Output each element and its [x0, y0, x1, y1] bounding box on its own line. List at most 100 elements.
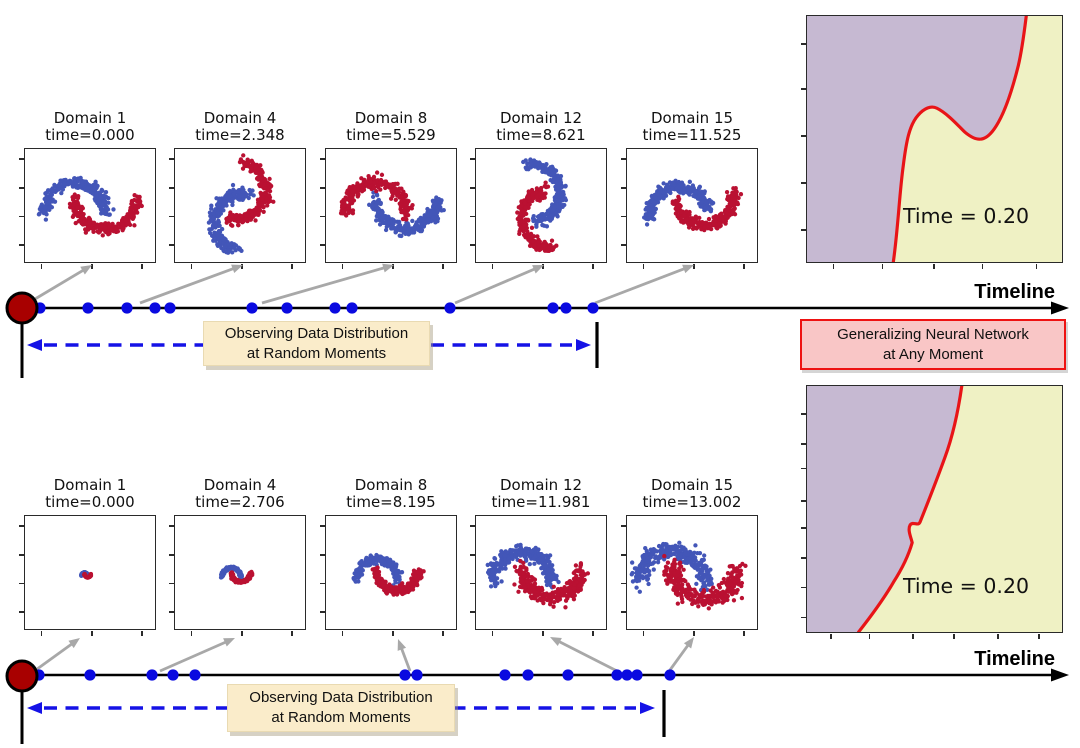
timeline-dot	[547, 302, 559, 314]
domain-label: Domain 8	[354, 476, 428, 494]
axis-tick	[190, 630, 193, 636]
timeline-top	[5, 263, 1069, 378]
axis-tick	[241, 630, 243, 636]
panel-pointer-arrow	[29, 265, 90, 304]
axis-tick	[319, 553, 325, 556]
axis-tick	[620, 215, 626, 218]
panel-pointer-arrow	[552, 637, 618, 673]
axis-tick	[800, 527, 806, 529]
axis-tick	[190, 263, 193, 269]
axis-tick	[168, 611, 174, 614]
timeline-dot	[164, 302, 176, 314]
axis-tick	[40, 263, 43, 269]
axis-tick	[693, 630, 695, 636]
panel-pointer-arrowhead	[80, 265, 92, 275]
axis-tick	[319, 582, 325, 585]
class-region-purple	[807, 386, 962, 632]
domain-label: Domain 15	[650, 109, 734, 127]
axis-tick	[693, 263, 695, 269]
axis-tick	[18, 582, 24, 585]
observe-box-line1: Observing Data Distribution	[224, 324, 409, 342]
axis-tick	[491, 630, 494, 636]
decision-boundary-plot	[807, 16, 1062, 262]
axis-tick	[542, 630, 544, 636]
scatter-plot	[620, 148, 758, 269]
axis-tick	[168, 525, 174, 527]
axis-tick	[800, 43, 806, 45]
axis-tick	[18, 244, 24, 247]
timeline-dot	[82, 302, 94, 314]
axis-tick	[981, 263, 984, 269]
axis-tick	[800, 586, 806, 589]
boundary-time-label: Time = 0.20	[903, 204, 1030, 228]
moon-scatter	[218, 564, 255, 585]
timeline-dot	[189, 669, 201, 681]
timeline-dot	[84, 669, 96, 681]
axis-tick	[912, 633, 914, 639]
panel-pointer-arrowhead	[683, 637, 694, 649]
observe-annotation-box: Observing Data Distribution at Random Mo…	[227, 684, 455, 732]
time-label: time=2.348	[195, 125, 285, 144]
moon-scatter	[351, 552, 426, 597]
moon-scatter	[206, 153, 276, 255]
moon-scatter	[78, 570, 94, 580]
class-blue-points	[351, 552, 405, 588]
class-red-points	[82, 571, 94, 580]
panel-pointer-arrow	[261, 264, 391, 305]
domain-panel: Domain 1 time=0.000	[18, 467, 156, 636]
axis-tick	[1038, 633, 1040, 639]
axis-tick	[743, 263, 745, 269]
axis-tick	[319, 158, 325, 160]
axis-tick	[91, 263, 93, 269]
scatter-plot	[319, 515, 457, 636]
axis-tick	[830, 633, 832, 639]
axis-tick	[800, 229, 806, 231]
domain-panel: Domain 12 time=8.621	[469, 100, 607, 269]
axis-tick	[18, 158, 24, 160]
observation-span-left-arrowhead	[27, 702, 42, 714]
axis-tick	[469, 244, 475, 247]
axis-tick	[168, 158, 174, 160]
timeline-dot	[281, 302, 293, 314]
axis-tick	[620, 158, 626, 160]
panel-pointer-arrowhead	[550, 637, 562, 646]
axis-tick	[800, 616, 806, 619]
scatter-plot	[469, 515, 607, 636]
time-label: time=0.000	[45, 125, 135, 144]
scatter-plot	[168, 515, 306, 636]
axis-tick	[491, 263, 494, 269]
domain-label: Domain 8	[354, 109, 428, 127]
timeline-dot	[411, 669, 423, 681]
moon-scatter	[36, 175, 144, 238]
axis-tick	[469, 525, 475, 527]
panel-pointer-arrowhead	[682, 264, 694, 274]
observe-annotation-box: Observing Data Distribution at Random Mo…	[203, 321, 430, 366]
domain-panel: Domain 15 time=13.002	[620, 467, 758, 636]
panel-pointer-arrow	[594, 265, 691, 305]
timeline-dot	[611, 669, 623, 681]
scatter-plot	[18, 148, 156, 269]
class-blue-points	[629, 540, 714, 594]
domain-panel: Domain 8 time=8.195	[319, 467, 457, 636]
axis-tick	[168, 244, 174, 247]
domain-panel: Domain 15 time=11.525	[620, 100, 758, 269]
axis-tick	[881, 263, 884, 269]
timeline-start-marker	[5, 291, 39, 325]
axis-tick	[469, 215, 475, 218]
timeline-dot	[631, 669, 643, 681]
timeline-dot	[444, 302, 456, 314]
class-red-points	[512, 558, 591, 610]
class-red-points	[670, 186, 744, 233]
axis-tick	[800, 500, 806, 502]
axis-tick	[832, 263, 835, 269]
timeline-dot	[562, 669, 574, 681]
panel-pointer-arrow	[139, 265, 240, 305]
panel-pointer-arrowhead	[532, 265, 544, 274]
panel-title: Domain 4 time=2.706	[174, 467, 306, 515]
axis-tick	[18, 553, 24, 556]
scatter-plot	[18, 515, 156, 636]
timeline-start-marker	[5, 659, 39, 693]
time-label: time=8.195	[346, 492, 436, 511]
timeline-dot	[399, 669, 411, 681]
timeline-dot	[522, 669, 534, 681]
